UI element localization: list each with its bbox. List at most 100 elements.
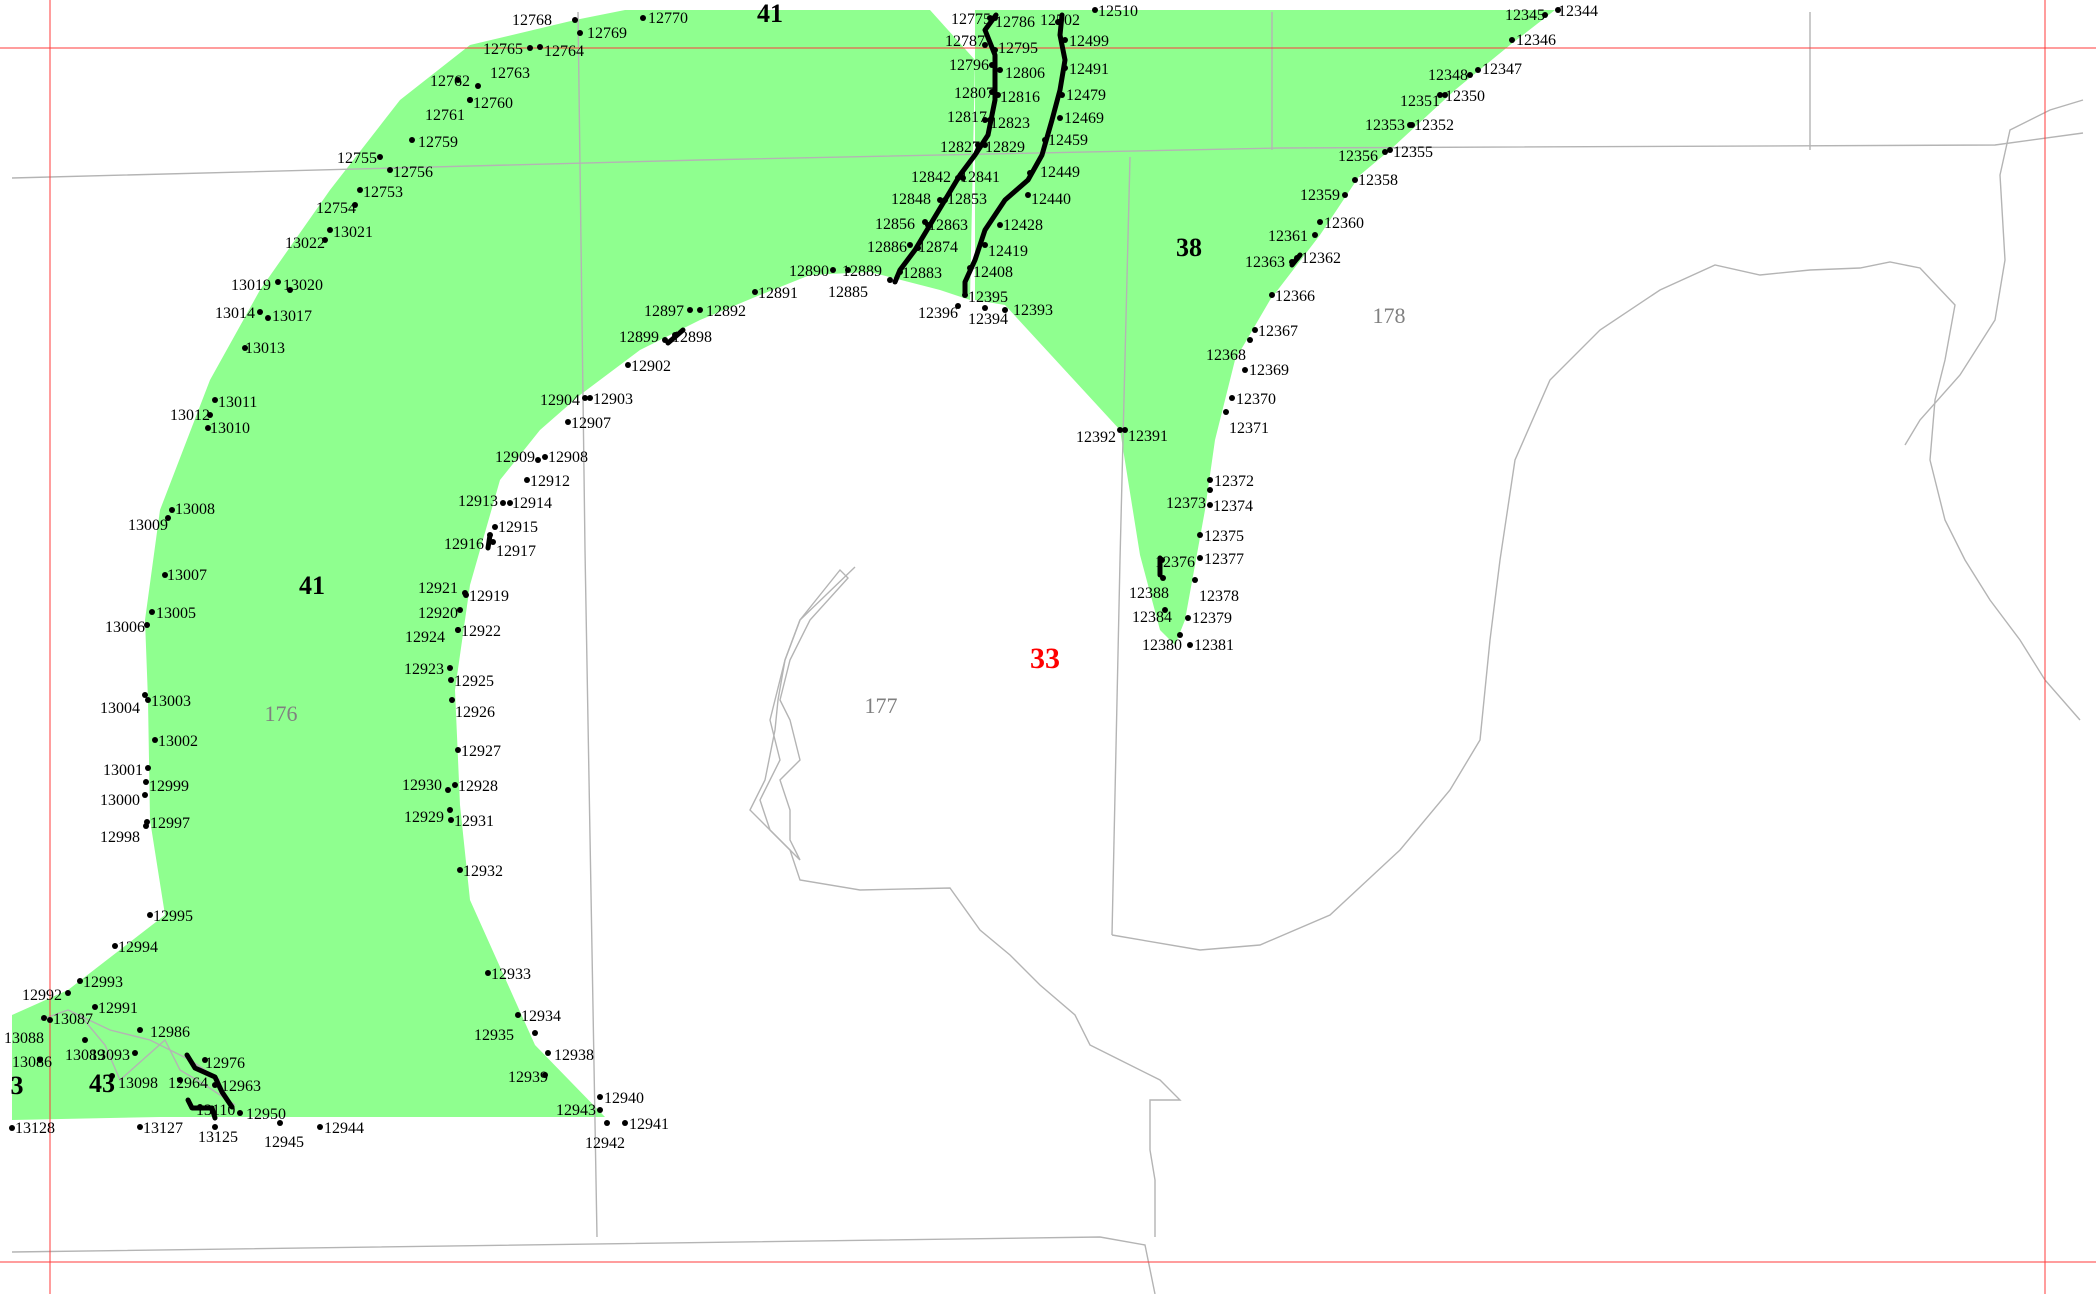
survey-point-marker (937, 197, 943, 203)
survey-point-label: 12920 (418, 605, 458, 622)
zone-label-41-top: 41 (757, 0, 783, 28)
survey-point-marker (982, 117, 988, 123)
survey-point-marker (145, 697, 151, 703)
survey-point-label: 12479 (1066, 87, 1106, 104)
survey-point-label: 12998 (100, 829, 140, 846)
survey-point-marker (982, 242, 988, 248)
survey-point-marker (212, 397, 218, 403)
survey-point-label: 12842 (911, 169, 951, 186)
survey-point-marker (907, 242, 913, 248)
survey-point-label: 12827 (940, 139, 980, 156)
survey-point-label: 12374 (1213, 498, 1253, 515)
parcel-boundary (1111, 156, 1131, 936)
survey-point-label: 13008 (175, 501, 215, 518)
survey-point-label: 13125 (198, 1129, 238, 1146)
parcel-boundary (79, 1014, 236, 1106)
survey-point-marker (1467, 72, 1473, 78)
survey-point-label: 12853 (947, 191, 987, 208)
survey-point-label: 12928 (458, 778, 498, 795)
survey-point-marker (942, 197, 948, 203)
survey-point-label: 12491 (1069, 61, 1109, 78)
survey-point-marker (452, 782, 458, 788)
survey-point-marker (1062, 65, 1068, 71)
survey-point-label: 12899 (619, 329, 659, 346)
survey-point-label: 13011 (218, 394, 257, 411)
survey-point-label: 12964 (168, 1075, 208, 1092)
survey-point-marker (1057, 115, 1063, 121)
survey-point-marker (1407, 122, 1413, 128)
survey-point-marker (960, 175, 966, 181)
survey-point-marker (1160, 575, 1166, 581)
survey-point-label: 12823 (990, 115, 1030, 132)
survey-point-marker (257, 309, 263, 315)
survey-point-label: 12393 (1013, 302, 1053, 319)
survey-point-marker (1192, 577, 1198, 583)
survey-point-label: 12375 (1204, 528, 1244, 545)
survey-point-marker (143, 779, 149, 785)
survey-point-label: 13013 (245, 340, 285, 357)
survey-point-label: 12944 (324, 1120, 364, 1137)
survey-point-label: 12993 (83, 974, 123, 991)
survey-point-marker (455, 77, 461, 83)
survey-point-label: 12886 (867, 239, 907, 256)
survey-point-marker (582, 395, 588, 401)
survey-point-label: 12440 (1031, 191, 1071, 208)
survey-point-marker (1187, 642, 1193, 648)
survey-point-label: 12419 (988, 243, 1028, 260)
survey-point-label: 12753 (363, 184, 403, 201)
survey-point-label: 12938 (554, 1047, 594, 1064)
survey-point-label: 13017 (272, 308, 312, 325)
survey-point-marker (445, 787, 451, 793)
survey-point-label: 13020 (283, 277, 323, 294)
survey-point-label: 12934 (521, 1008, 561, 1025)
survey-point-label: 13012 (170, 407, 210, 424)
survey-point-label: 12796 (949, 57, 989, 74)
survey-point-label: 13002 (158, 733, 198, 750)
survey-point-marker (1294, 255, 1300, 261)
survey-point-marker (142, 692, 148, 698)
survey-point-marker (542, 1072, 548, 1078)
survey-point-label: 12883 (902, 265, 942, 282)
survey-point-marker (205, 425, 211, 431)
survey-point-marker (687, 307, 693, 313)
survey-point-marker (697, 307, 703, 313)
survey-point-label: 12816 (1000, 89, 1040, 106)
survey-point-marker (317, 1124, 323, 1130)
survey-point-marker (1027, 170, 1033, 176)
survey-point-label: 12999 (149, 778, 189, 795)
survey-point-marker (237, 1110, 243, 1116)
parcel-boundary (759, 566, 1182, 1237)
survey-point-label: 12380 (1142, 637, 1182, 654)
survey-point-label: 12787 (945, 33, 985, 50)
survey-point-label: 12379 (1192, 610, 1232, 627)
survey-point-marker (463, 592, 469, 598)
survey-point-marker (987, 117, 993, 123)
survey-point-marker (212, 1124, 218, 1130)
survey-point-marker (967, 265, 973, 271)
survey-point-label: 12891 (758, 285, 798, 302)
survey-point-marker (475, 83, 481, 89)
map-labels: 41 41 38 43 3 33 176 177 178 (11, 0, 1406, 1100)
survey-point-label: 12932 (463, 863, 503, 880)
survey-point-label: 12817 (947, 109, 987, 126)
survey-point-marker (532, 1030, 538, 1036)
survey-point-label: 12762 (430, 73, 470, 90)
survey-point-marker (65, 990, 71, 996)
survey-point-marker (1059, 92, 1065, 98)
survey-point-marker (1555, 7, 1561, 13)
survey-point-label: 12368 (1206, 347, 1246, 364)
survey-point-label: 12940 (604, 1090, 644, 1107)
survey-point-label: 12848 (891, 191, 931, 208)
zone-label-38: 38 (1176, 233, 1202, 262)
survey-point-marker (41, 1015, 47, 1021)
survey-point-marker (992, 47, 998, 53)
survey-point-label: 12921 (418, 580, 458, 597)
survey-point-label: 12358 (1358, 172, 1398, 189)
survey-point-label: 13098 (118, 1075, 158, 1092)
survey-point-marker (830, 267, 836, 273)
survey-point-marker (1207, 477, 1213, 483)
survey-point-marker (387, 167, 393, 173)
survey-point-label: 12976 (205, 1055, 245, 1072)
survey-point-label: 12459 (1048, 132, 1088, 149)
survey-point-label: 12945 (264, 1134, 304, 1151)
